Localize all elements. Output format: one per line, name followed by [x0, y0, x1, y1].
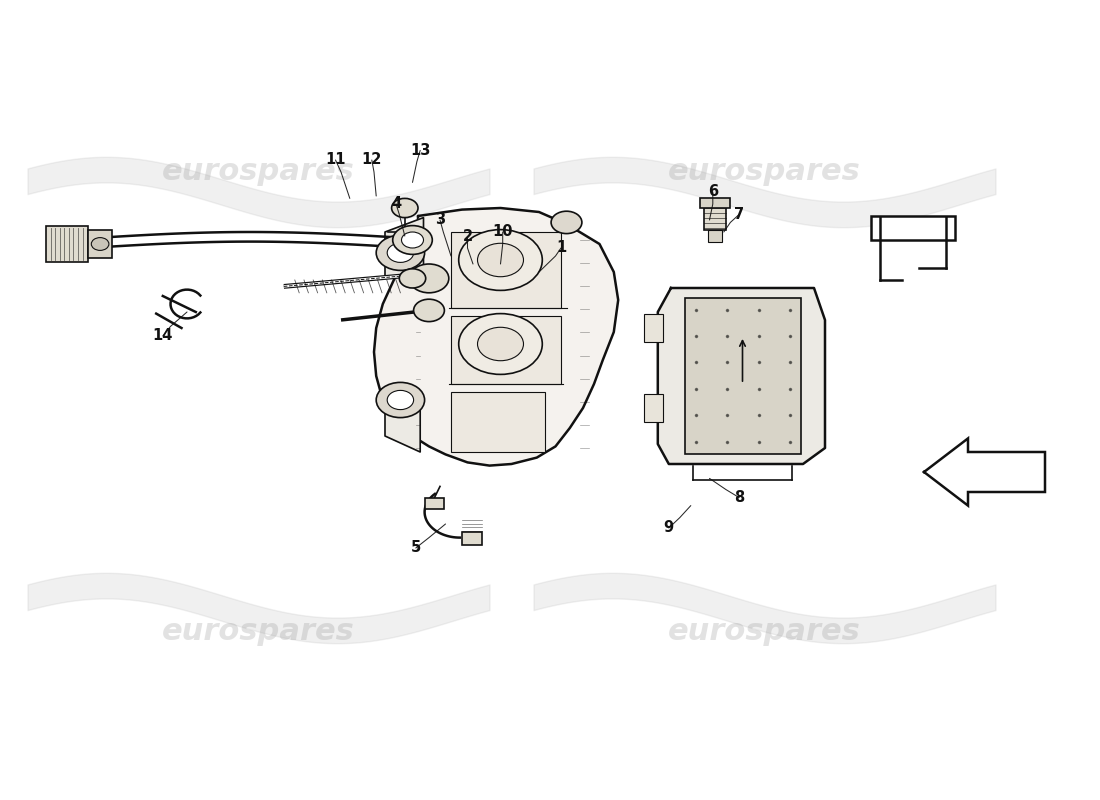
- Circle shape: [376, 382, 425, 418]
- Bar: [644, 394, 663, 422]
- Bar: [685, 298, 801, 454]
- Text: 7: 7: [734, 207, 745, 222]
- Circle shape: [414, 299, 444, 322]
- Bar: [462, 532, 482, 545]
- Bar: [708, 230, 722, 242]
- Polygon shape: [385, 392, 420, 452]
- Text: 13: 13: [410, 143, 430, 158]
- Circle shape: [387, 243, 414, 262]
- Circle shape: [91, 238, 109, 250]
- Text: 4: 4: [390, 197, 402, 211]
- Text: 1: 1: [556, 241, 566, 255]
- Polygon shape: [658, 288, 825, 464]
- Bar: [46, 226, 88, 262]
- Text: 12: 12: [362, 153, 382, 167]
- Text: 3: 3: [434, 213, 446, 227]
- Bar: [700, 198, 730, 208]
- Text: 6: 6: [707, 185, 718, 199]
- Circle shape: [402, 232, 424, 248]
- Polygon shape: [374, 208, 618, 466]
- Circle shape: [387, 390, 414, 410]
- Text: eurospares: eurospares: [162, 618, 355, 646]
- Circle shape: [459, 230, 542, 290]
- Circle shape: [409, 264, 449, 293]
- Polygon shape: [924, 438, 1045, 506]
- Bar: [451, 392, 544, 452]
- Text: 10: 10: [493, 225, 513, 239]
- Bar: [425, 498, 444, 509]
- Circle shape: [399, 269, 426, 288]
- Circle shape: [393, 226, 432, 254]
- Text: eurospares: eurospares: [162, 158, 355, 186]
- Bar: [451, 232, 561, 308]
- Circle shape: [551, 211, 582, 234]
- Text: 14: 14: [153, 329, 173, 343]
- Text: 11: 11: [326, 153, 345, 167]
- Circle shape: [459, 314, 542, 374]
- Text: eurospares: eurospares: [668, 158, 861, 186]
- Text: 5: 5: [410, 541, 421, 555]
- Circle shape: [477, 243, 524, 277]
- Polygon shape: [385, 218, 424, 276]
- Bar: [704, 204, 726, 230]
- Text: 2: 2: [462, 230, 473, 244]
- Bar: [451, 316, 561, 384]
- Bar: [871, 216, 955, 240]
- Circle shape: [392, 198, 418, 218]
- Circle shape: [376, 235, 425, 270]
- Bar: [88, 230, 112, 258]
- Circle shape: [477, 327, 524, 361]
- Text: 8: 8: [734, 490, 745, 505]
- Bar: [644, 314, 663, 342]
- Text: 9: 9: [663, 521, 674, 535]
- Text: eurospares: eurospares: [668, 618, 861, 646]
